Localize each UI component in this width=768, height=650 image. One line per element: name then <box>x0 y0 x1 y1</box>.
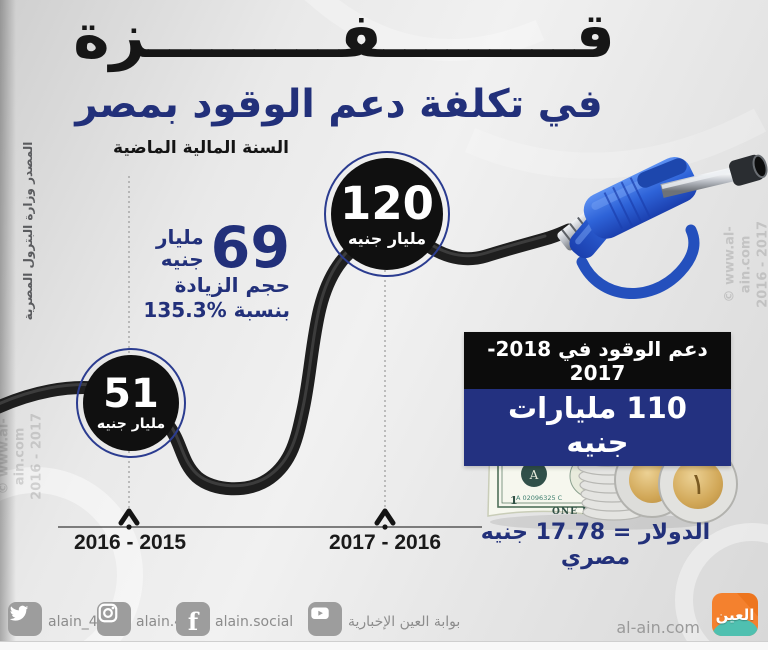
unit-51: مليار جنيه <box>96 416 166 432</box>
twitter-handle[interactable]: alain_4u <box>48 614 107 630</box>
axis-label-2016-2017: 2017 - 2016 <box>328 531 442 554</box>
facebook-handle[interactable]: alain.social <box>215 614 294 630</box>
footer-divider <box>0 641 768 642</box>
logo-text: العين <box>715 605 755 624</box>
bill-serial: A 02096325 C <box>516 494 563 502</box>
youtube-button[interactable] <box>308 602 342 636</box>
site-url[interactable]: al-ain.com <box>616 618 700 637</box>
twitter-button[interactable] <box>8 602 42 636</box>
data-point-120: 120 مليار جنيه <box>324 151 450 277</box>
page-title: قـــــــــفـــــــــزة <box>73 0 615 72</box>
twitter-icon <box>9 605 29 621</box>
increase-annotation: 69 مليار جنيه حجم الزيادة بنسبة %135.3 <box>143 215 290 323</box>
x-axis <box>58 508 482 530</box>
youtube-channel[interactable]: بوابة العين الإخبارية <box>348 614 461 630</box>
tick-arrow-icon <box>374 508 396 526</box>
unit-120: مليار جنيه <box>347 228 427 248</box>
tick-arrow-icon <box>118 508 140 526</box>
left-edge-shadow <box>0 0 16 650</box>
subsidy-info-box: دعم الوقود في 2018-2017 110 مليارات جنيه <box>464 332 731 466</box>
coin-numeral: ١ <box>690 467 706 502</box>
increase-unit-2: جنيه <box>160 247 204 272</box>
instagram-icon <box>98 603 118 623</box>
period-label: السنة المالية الماضية <box>113 138 289 158</box>
svg-text:1: 1 <box>510 494 518 507</box>
value-120: 120 <box>340 176 434 230</box>
axis-label-2015-2016: 2016 - 2015 <box>73 531 187 554</box>
increase-label-2: بنسبة %135.3 <box>143 298 290 323</box>
alain-logo[interactable]: العين <box>712 593 758 636</box>
fuel-nozzle-icon <box>557 154 768 299</box>
youtube-icon <box>311 607 329 619</box>
svg-text:A: A <box>529 468 539 482</box>
info-box-header: دعم الوقود في 2018-2017 <box>464 332 731 389</box>
logo-teal-wave <box>712 618 758 636</box>
value-51: 51 <box>103 371 159 417</box>
instagram-button[interactable] <box>97 602 131 636</box>
data-point-51: 51 مليار جنيه <box>76 348 186 458</box>
facebook-icon: f <box>187 607 199 636</box>
increase-label-1: حجم الزيادة <box>174 273 290 298</box>
increase-value: 69 <box>210 215 290 281</box>
page-subtitle: في تكلفة دعم الوقود بمصر <box>75 82 603 127</box>
info-box-value: 110 مليارات جنيه <box>464 389 731 466</box>
social-bar: alain_4u alain.4u f alain.social بوابة ا… <box>0 602 560 638</box>
bottom-strip <box>0 642 768 650</box>
increase-unit-1: مليار <box>155 225 204 250</box>
facebook-button[interactable]: f <box>176 602 210 636</box>
exchange-rate: الدولار = 17.78 جنيه مصري <box>480 520 711 570</box>
